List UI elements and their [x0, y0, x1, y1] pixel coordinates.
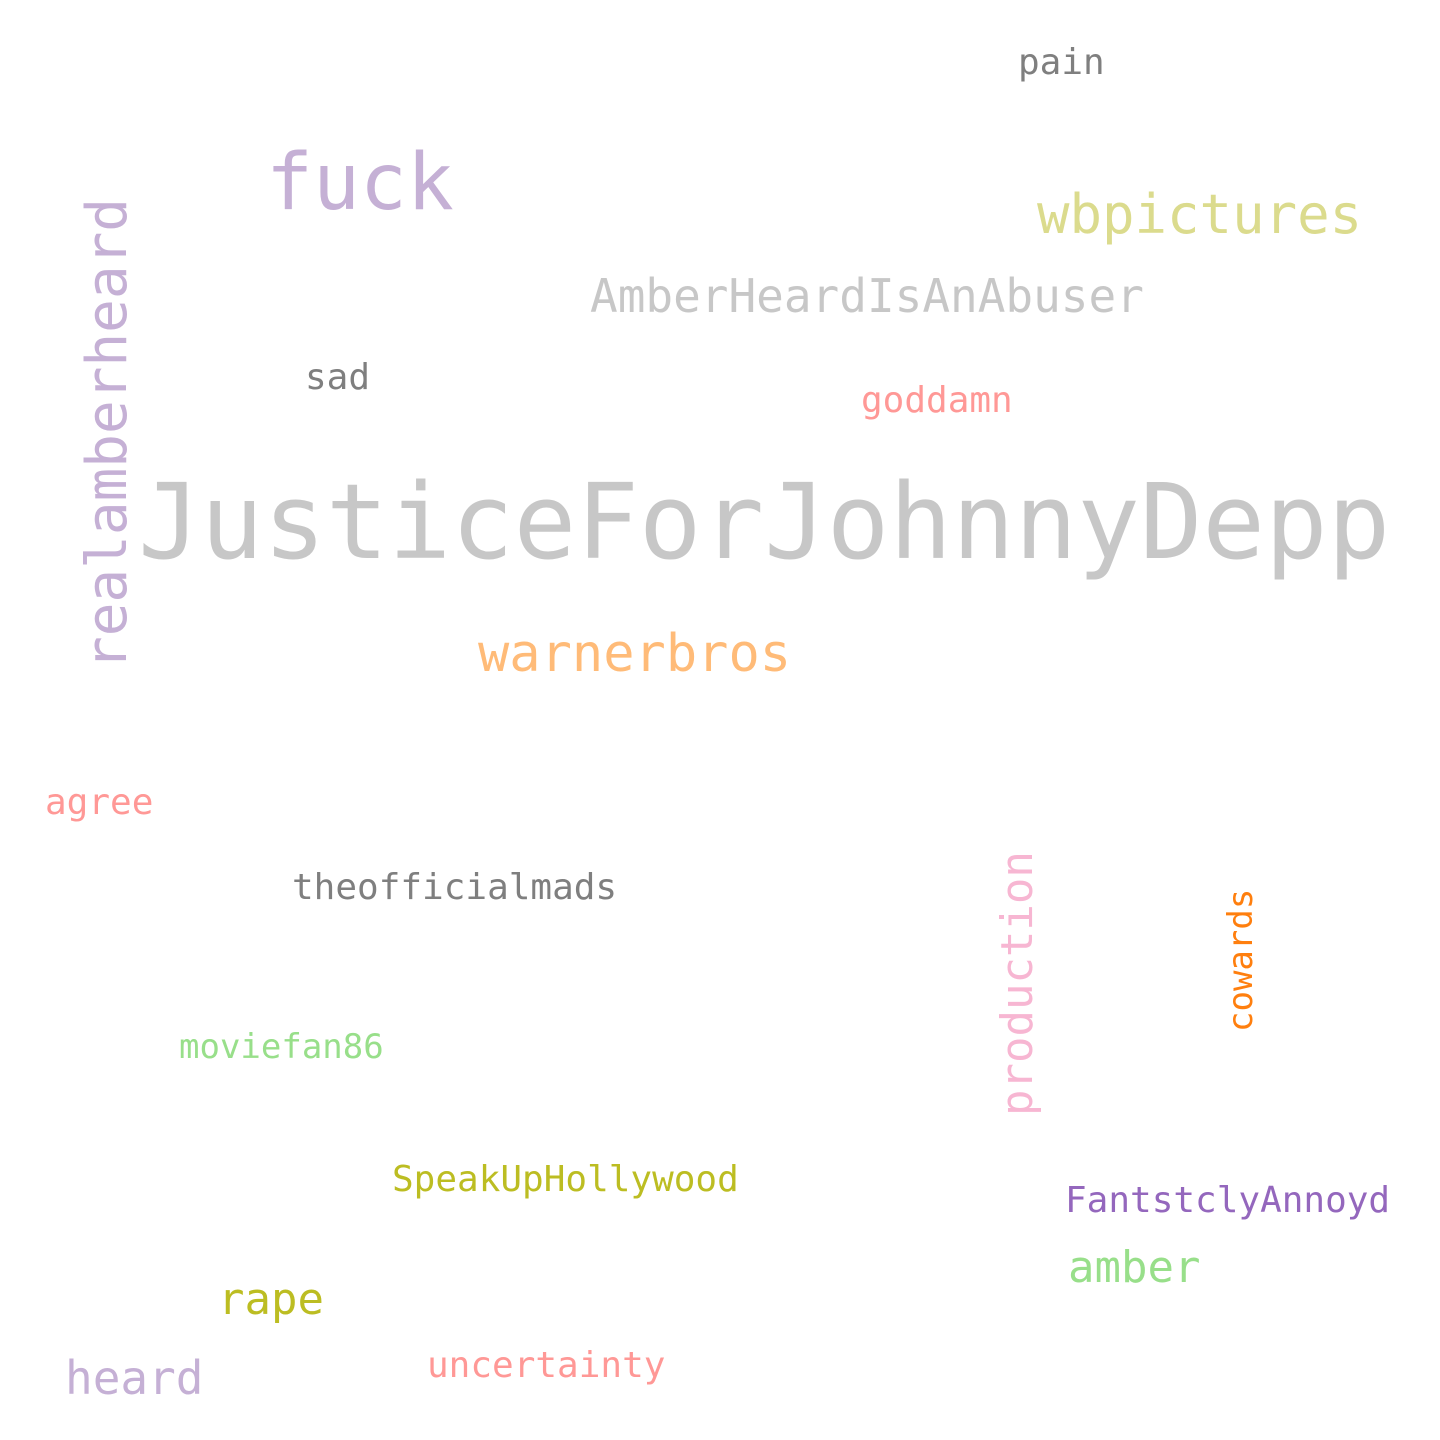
word-rape: rape	[218, 1274, 324, 1325]
word-sad: sad	[305, 357, 371, 398]
word-fantstclyannoyd: FantstclyAnnoyd	[1065, 1180, 1391, 1221]
word-theofficialmads: theofficialmads	[292, 867, 618, 908]
word-wbpictures: wbpictures	[1037, 183, 1363, 246]
word-warnerbros: warnerbros	[478, 624, 792, 684]
word-fuck: fuck	[266, 138, 454, 228]
word-cowards: cowards	[1221, 888, 1261, 1032]
word-agree: agree	[45, 782, 154, 823]
word-speakuphollywood: SpeakUpHollywood	[392, 1159, 739, 1200]
word-moviefan86: moviefan86	[179, 1027, 384, 1067]
word-realamberheard: realamberheard	[75, 197, 140, 670]
word-production: production	[992, 851, 1043, 1116]
word-uncertainty: uncertainty	[427, 1345, 666, 1386]
word-pain: pain	[1018, 42, 1105, 83]
word-amber: amber	[1068, 1242, 1201, 1293]
word-heard: heard	[65, 1351, 204, 1405]
word-justiceforjohnnydepp: JusticeForJohnnyDepp	[138, 461, 1391, 583]
word-amberheardisanabuser: AmberHeardIsAnAbuser	[590, 269, 1144, 323]
word-goddamn: goddamn	[861, 380, 1013, 421]
